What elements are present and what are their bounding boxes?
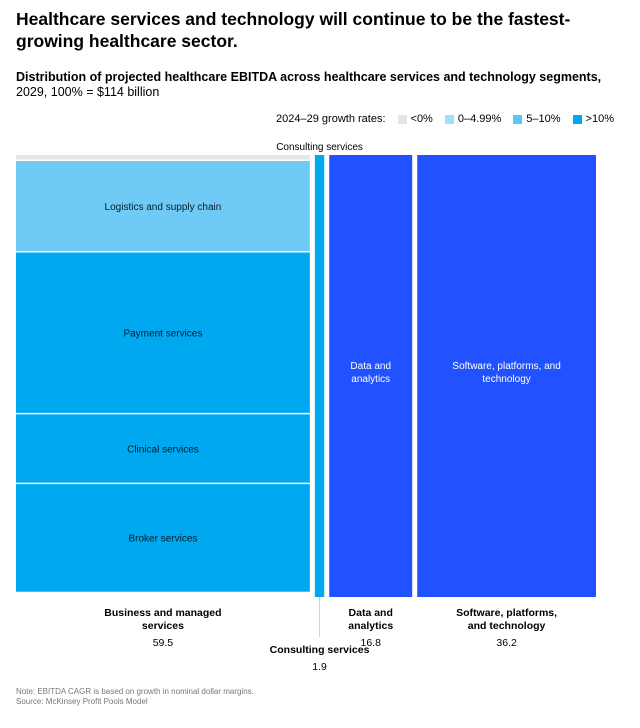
segment-0-4 bbox=[16, 483, 310, 592]
footnote-note: Note: EBITDA CAGR is based on growth in … bbox=[16, 687, 254, 696]
legend-swatch bbox=[444, 114, 454, 124]
legend-swatch bbox=[572, 114, 582, 124]
narrow-column-top-label: Consulting services bbox=[276, 142, 363, 153]
legend-item-high: >10% bbox=[572, 113, 614, 125]
segment-3-0 bbox=[417, 155, 596, 597]
column-label: Data and analytics bbox=[348, 607, 393, 632]
marimekko-chart: Core admin servicesLogistics and supply … bbox=[16, 142, 596, 673]
segment-label: Data and analytics bbox=[350, 361, 391, 385]
segment-0-3 bbox=[16, 413, 310, 484]
segment-0-2 bbox=[16, 251, 310, 414]
segment-label: Software, platforms, and technology bbox=[452, 361, 560, 385]
column-label: Business and managed services bbox=[104, 607, 221, 632]
column-value: 59.5 bbox=[153, 637, 174, 649]
column-label: Software, platforms, and technology bbox=[456, 607, 557, 632]
legend-swatch bbox=[513, 114, 523, 124]
segment-label: Clinical services bbox=[127, 444, 199, 455]
chart-subtitle: Distribution of projected healthcare EBI… bbox=[16, 70, 616, 100]
chart-title: Healthcare services and technology will … bbox=[16, 9, 571, 51]
segment-0-1 bbox=[16, 160, 310, 252]
segment-1-0 bbox=[314, 155, 325, 597]
legend-label: 5–10% bbox=[526, 113, 561, 125]
legend-item-low: 0–4.99% bbox=[444, 113, 502, 125]
column-value: 16.8 bbox=[361, 637, 382, 649]
footnote-source: Source: McKinsey Profit Pools Model bbox=[16, 697, 148, 706]
narrow-column-value: 1.9 bbox=[312, 661, 327, 673]
legend-swatch bbox=[397, 114, 407, 124]
legend-title: 2024–29 growth rates: bbox=[276, 113, 386, 125]
segment-label: Payment services bbox=[123, 329, 202, 340]
column-value: 36.2 bbox=[496, 637, 517, 649]
legend-label: >10% bbox=[585, 113, 614, 125]
subtitle-main: Distribution of projected healthcare EBI… bbox=[16, 70, 602, 84]
legend: 2024–29 growth rates: <0% 0–4.99% 5–10% … bbox=[276, 113, 614, 125]
segment-2-0 bbox=[329, 155, 413, 597]
footnote: Note: EBITDA CAGR is based on growth in … bbox=[16, 687, 254, 707]
narrow-column-label: Consulting services bbox=[270, 644, 370, 656]
segment-0-0 bbox=[16, 155, 310, 161]
legend-item-mid: 5–10% bbox=[513, 113, 561, 125]
legend-label: 0–4.99% bbox=[457, 113, 502, 125]
legend-item-negative: <0% bbox=[397, 113, 433, 125]
subtitle-total: 2029, 100% = $114 billion bbox=[16, 85, 160, 99]
segment-label: Broker services bbox=[128, 534, 197, 545]
segment-label: Logistics and supply chain bbox=[105, 202, 222, 213]
legend-label: <0% bbox=[410, 113, 433, 125]
